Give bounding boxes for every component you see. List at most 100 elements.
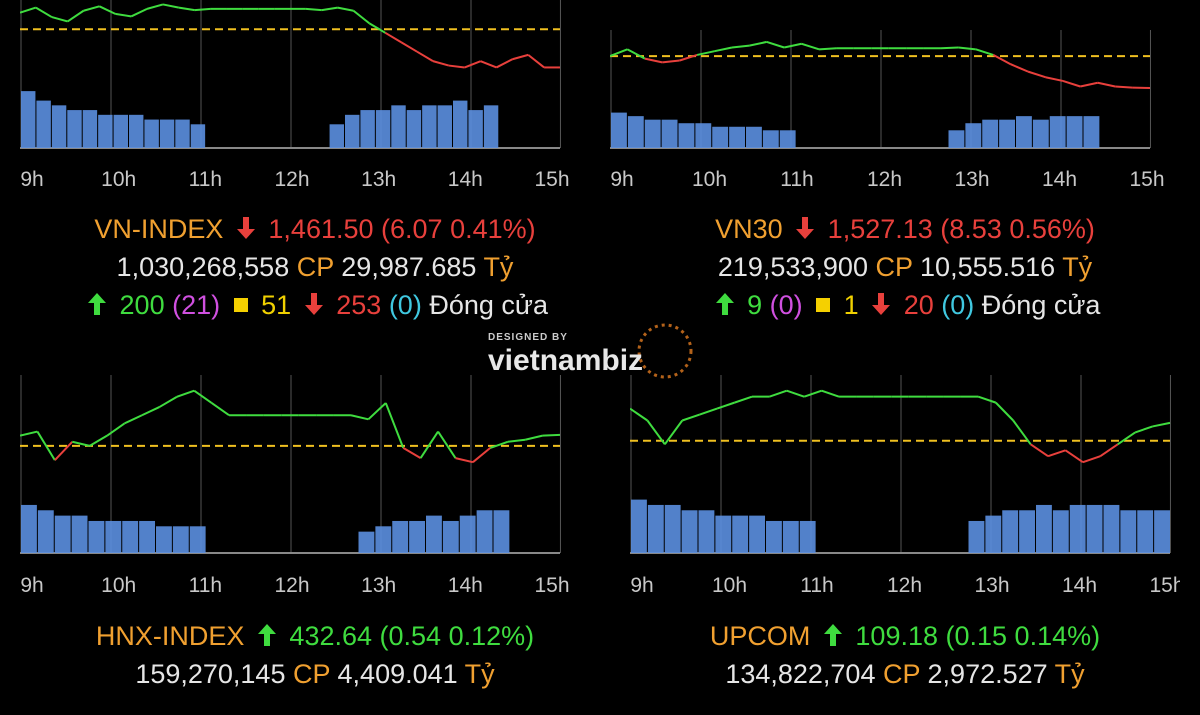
price-line-segment (147, 4, 163, 8)
price-line-segment (386, 403, 403, 448)
volume-bar (468, 110, 482, 148)
price-line-segment (1083, 456, 1100, 462)
volume-bar (1019, 510, 1035, 553)
index-name: VN-INDEX (94, 214, 223, 244)
volume-bar (783, 521, 799, 553)
volume-bar (631, 500, 647, 553)
volume-bar (139, 521, 155, 553)
volume-bar (1154, 510, 1170, 553)
volume-bar (460, 516, 476, 553)
price-line-segment (735, 397, 752, 403)
price-line-segment (822, 391, 839, 397)
volume-bar (36, 101, 50, 148)
volume-bar (1137, 510, 1153, 553)
price-line-segment (481, 61, 497, 67)
x-tick-label: 9h (20, 168, 43, 191)
x-tick-label: 12h (274, 574, 309, 597)
price-line-segment (1153, 423, 1170, 427)
unit-label: Tỷ (465, 659, 495, 689)
price-line-segment (84, 6, 100, 10)
price-line-segment (421, 432, 438, 459)
price-line-segment (717, 403, 734, 409)
unit-label: Tỷ (1062, 252, 1092, 282)
trade-volume: 1,030,268,558 (117, 252, 290, 282)
advancers: 9 (747, 290, 762, 320)
unit-label: Tỷ (1055, 659, 1085, 689)
price-line-segment (354, 11, 370, 24)
price-line-segment (976, 49, 993, 55)
price-line-segment (627, 49, 644, 58)
price-line-segment (55, 442, 72, 460)
x-tick-label: 14h (1062, 574, 1097, 597)
price-line-segment (819, 48, 836, 49)
arrow-down-icon (235, 215, 257, 241)
volume-bar (780, 130, 796, 148)
price-line-segment (449, 66, 465, 68)
volume-bar (729, 127, 745, 148)
unit-label: Tỷ (483, 252, 513, 282)
volume-bar (453, 101, 467, 148)
volume-bar (763, 130, 779, 148)
info-vn30: VN30 1,527.13 (8.53 0.56%) 219,533,900 C… (610, 210, 1200, 324)
price-line-segment (369, 23, 385, 32)
volume-bar (1036, 505, 1052, 553)
trade-volume: 159,270,145 (135, 659, 285, 689)
price-line-segment (682, 415, 699, 421)
x-tick-label: 11h (780, 168, 813, 191)
price-line-segment (802, 44, 819, 50)
price-line-segment (212, 403, 229, 415)
price-line-segment (159, 397, 176, 407)
price-line-segment (1028, 72, 1045, 78)
volume-bar (949, 130, 965, 148)
decliners: 20 (904, 290, 934, 320)
decliners: 253 (336, 290, 381, 320)
ceiling-count: (0) (770, 290, 803, 320)
volume-bar (699, 510, 715, 553)
trade-volume: 219,533,900 (718, 252, 868, 282)
price-line-segment (1063, 81, 1080, 87)
price-line-segment (438, 432, 455, 459)
volume-bar (67, 110, 81, 148)
index-value: 109.18 (855, 621, 938, 651)
x-tick-label: 11h (800, 574, 833, 597)
volume-bar (715, 516, 731, 553)
x-tick-label: 10h (712, 574, 747, 597)
price-line-segment (455, 458, 472, 462)
arrow-down-icon (870, 291, 892, 317)
trade-volume: 134,822,704 (725, 659, 875, 689)
price-line-segment (512, 55, 528, 59)
x-tick-label: 12h (867, 168, 902, 191)
price-line-segment (163, 4, 179, 7)
price-line-segment (338, 8, 354, 11)
volume-bar (144, 120, 158, 148)
volume-bar (345, 115, 359, 148)
volume-bar (407, 110, 421, 148)
price-line-segment (403, 448, 420, 458)
watermark-brand-text: vietnambiz (488, 344, 643, 377)
volume-bar (375, 526, 391, 553)
unchanged: 1 (844, 290, 859, 320)
x-tick-label: 10h (101, 168, 136, 191)
volume-bar (105, 521, 121, 553)
price-line-segment (131, 9, 147, 17)
x-tick-label: 15h (1149, 574, 1180, 597)
volume-bar (766, 521, 782, 553)
cp-label: CP (883, 659, 920, 689)
price-line-segment (610, 49, 627, 56)
index-value: 1,527.13 (828, 214, 933, 244)
volume-bar (969, 521, 985, 553)
price-line-segment (1031, 444, 1048, 456)
price-line-segment (543, 435, 560, 436)
volume-bar (129, 115, 143, 148)
price-line-segment (115, 14, 131, 17)
price-line-segment (306, 9, 322, 10)
arrow-up-icon (86, 291, 108, 317)
price-line-segment (784, 44, 801, 48)
info-hnx-index: HNX-INDEX 432.64 (0.54 0.12%) 159,270,14… (20, 617, 610, 693)
price-line-segment (978, 397, 995, 403)
price-line-segment (401, 42, 417, 51)
